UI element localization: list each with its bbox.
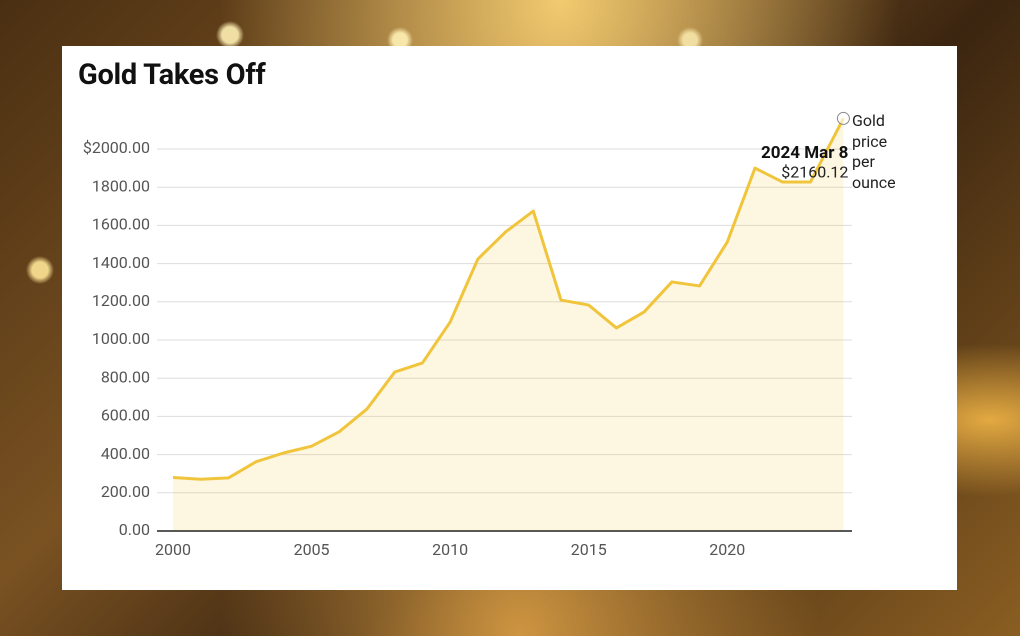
- value-label: $2160.12: [781, 163, 848, 182]
- chart-title: Gold Takes Off: [78, 58, 266, 92]
- y-tick-label: 1800.00: [92, 176, 150, 195]
- annotation: 2024 Mar 8: [761, 143, 848, 163]
- y-tick-label: 800.00: [101, 367, 150, 386]
- x-tick-label: 2015: [571, 540, 607, 559]
- y-tick-label: $2000.00: [83, 138, 150, 157]
- y-tick-label: 1600.00: [92, 215, 150, 234]
- y-tick-label: 400.00: [101, 444, 150, 463]
- x-tick-label: 2010: [432, 540, 468, 559]
- y-tick-label: 200.00: [101, 482, 150, 501]
- end-point: [836, 111, 850, 125]
- area: [173, 118, 844, 531]
- series-label: Gold price per ounce: [852, 111, 896, 192]
- x-tick-label: 2000: [155, 540, 191, 559]
- y-tick-label: 0.00: [119, 520, 150, 539]
- line: [172, 117, 845, 481]
- y-tick-label: 1400.00: [92, 253, 150, 272]
- x-tick-label: 2005: [294, 540, 330, 559]
- y-tick-label: 1000.00: [92, 329, 150, 348]
- y-tick-label: 1200.00: [92, 291, 150, 310]
- chart-card: [62, 46, 957, 590]
- y-tick-label: 600.00: [101, 406, 150, 425]
- x-tick-label: 2020: [709, 540, 745, 559]
